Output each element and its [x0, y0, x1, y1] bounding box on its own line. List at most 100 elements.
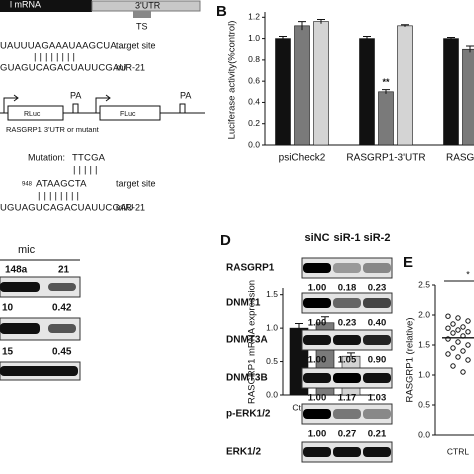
- blot-band: [333, 447, 361, 457]
- target-sequence: UAUUUAGAAAUAAGCUA ...: [0, 41, 128, 52]
- lane-label: siR-1: [334, 232, 361, 244]
- blot-band: [333, 263, 361, 273]
- mir-label: miR-21: [116, 62, 145, 72]
- error-bar: [347, 352, 355, 357]
- y-tick-label: 2.5: [418, 279, 430, 289]
- utr-label: 3'UTR: [135, 0, 161, 10]
- lane-label: siR-2: [364, 232, 391, 244]
- mutant-sequence: TTCGA: [72, 153, 106, 164]
- error-bar: [298, 21, 306, 31]
- ratio: 1.05: [338, 355, 357, 366]
- pa-label: PA: [180, 90, 191, 100]
- bar: [313, 21, 329, 146]
- promoter-arrow: [95, 94, 111, 113]
- data-point: [465, 357, 471, 363]
- data-point: [450, 363, 456, 369]
- y-tick-label: 1.5: [266, 289, 278, 299]
- ratio: 1.00: [308, 429, 327, 440]
- row-label: DNMT1: [226, 298, 261, 309]
- ratio: 0.45: [52, 347, 72, 358]
- data-point: [465, 318, 471, 324]
- pa-label: PA: [70, 90, 81, 100]
- y-axis-label: RASGRP1 mRNA expression: [247, 280, 258, 404]
- pairing: | | | | | | | |: [38, 191, 79, 202]
- error-bar: [447, 37, 455, 40]
- data-point: [445, 351, 451, 357]
- error-bar: [295, 322, 303, 329]
- ratio: 10: [2, 303, 14, 314]
- ratio: 0.23: [368, 283, 387, 294]
- blot-band: [333, 335, 361, 345]
- rluc-label: RLuc: [24, 111, 41, 118]
- ts-box: [133, 11, 151, 18]
- blot-band: [333, 409, 361, 419]
- promoter-arrow: [3, 94, 19, 113]
- blot-band: [303, 263, 331, 273]
- error-bar: [317, 18, 325, 24]
- blot-band: [0, 366, 78, 376]
- blot-band: [333, 373, 361, 383]
- blot-band: [363, 335, 391, 345]
- y-axis-label: RASGRP1 (relative): [405, 318, 416, 403]
- y-tick-label: 0.4: [248, 97, 260, 107]
- data-point: [450, 345, 456, 351]
- position-label: 948: [22, 182, 33, 188]
- error-bar: [401, 24, 409, 27]
- target-label: target site: [116, 178, 156, 188]
- pa-box: [179, 103, 186, 114]
- bar: [462, 48, 474, 146]
- panel-label: D: [220, 232, 231, 249]
- insert-label: RASGRP1 3'UTR or mutant: [6, 125, 100, 134]
- blot-band: [0, 323, 40, 334]
- ratio: 1.03: [368, 393, 387, 404]
- rluc-box: [7, 105, 64, 121]
- ratio: 0.21: [368, 429, 387, 440]
- y-tick-label: 0.5: [418, 399, 430, 409]
- data-point: [460, 348, 466, 354]
- data-point: [460, 369, 466, 375]
- data-point: [455, 339, 461, 345]
- panel-label: E: [403, 254, 413, 271]
- blot-band: [363, 298, 391, 308]
- data-point: [465, 342, 471, 348]
- ts-label: TS: [136, 21, 148, 31]
- blot-band: [303, 373, 331, 383]
- data-point: [460, 324, 466, 330]
- mir-sequence: UGUAGUCAGACUAUUCGAU: [0, 203, 134, 214]
- bar: [378, 91, 394, 146]
- blot-band: [0, 282, 40, 292]
- ratio: 0.90: [368, 355, 387, 366]
- y-tick-label: 0.0: [248, 139, 260, 149]
- y-tick-label: 0.0: [418, 429, 430, 439]
- panel-label: B: [216, 3, 227, 20]
- blot-band: [303, 447, 331, 457]
- insert-box: [72, 103, 79, 114]
- error-bar: [466, 45, 474, 53]
- data-point: [445, 325, 451, 331]
- y-axis-label: Luciferase activity(%control): [227, 21, 238, 140]
- blot-band: [48, 324, 76, 333]
- ratio: 1.00: [308, 283, 327, 294]
- blot-band: [333, 298, 361, 308]
- fluc-box: [99, 105, 161, 121]
- ratio: 0.42: [52, 303, 72, 314]
- bar: [359, 38, 375, 146]
- data-point: [465, 329, 471, 335]
- x-tick-label: RASGRP1-3'UTR: [346, 153, 425, 164]
- bar: [397, 25, 413, 146]
- lane-label: siNC: [304, 232, 329, 244]
- ratio: 0.18: [338, 283, 357, 294]
- target-sequence: ATAAGCTA: [36, 179, 87, 190]
- x-tick-label: RASG: [446, 153, 474, 164]
- x-tick-label: Ctrl: [292, 402, 305, 412]
- mir-sequence: GUAGUCAGACUAUUCGAU: [0, 63, 127, 74]
- x-tick-label: psiCheck2: [279, 153, 326, 164]
- blot-band: [303, 298, 331, 308]
- blot-band: [363, 409, 391, 419]
- mir-label: miR-21: [116, 202, 145, 212]
- mrna-label: l mRNA: [10, 0, 41, 9]
- ratio: 1.00: [308, 393, 327, 404]
- blot-band: [363, 447, 391, 457]
- y-tick-label: 0.2: [248, 118, 260, 128]
- y-tick-label: 1.0: [266, 322, 278, 332]
